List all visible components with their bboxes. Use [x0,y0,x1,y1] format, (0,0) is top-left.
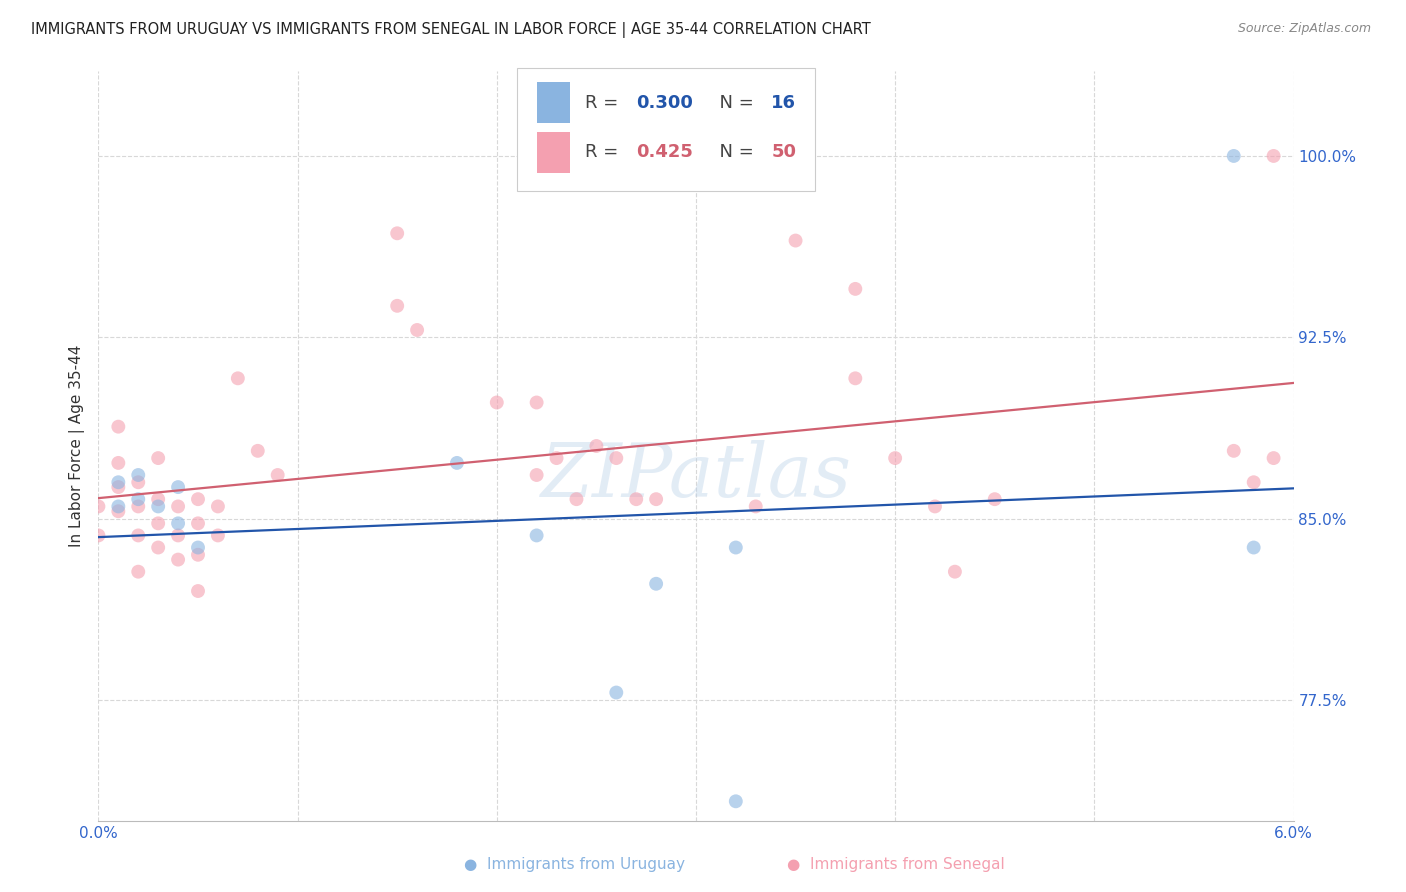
Point [984,492,1007,507]
FancyBboxPatch shape [537,132,571,173]
Point [107,456,129,470]
Text: R =: R = [585,144,624,161]
Text: IMMIGRANTS FROM URUGUAY VS IMMIGRANTS FROM SENEGAL IN LABOR FORCE | AGE 35-44 CO: IMMIGRANTS FROM URUGUAY VS IMMIGRANTS FR… [31,22,870,38]
FancyBboxPatch shape [537,82,571,123]
Point [1223,443,1246,458]
Point [385,299,409,313]
Point [167,500,190,514]
Point [167,552,190,566]
Point [187,492,209,507]
Point [148,516,170,531]
Text: N =: N = [709,144,759,161]
Point [107,480,129,494]
Text: R =: R = [585,94,624,112]
Point [626,492,648,507]
Point [127,500,149,514]
Point [1243,475,1265,490]
Point [127,475,149,490]
Point [107,500,129,514]
Point [724,794,747,808]
Point [127,492,149,507]
Text: 0.425: 0.425 [637,144,693,161]
Point [127,468,149,483]
Point [246,443,269,458]
Point [187,516,209,531]
Point [406,323,429,337]
Point [724,541,747,555]
Text: ●  Immigrants from Senegal: ● Immigrants from Senegal [787,857,1005,872]
Point [884,451,907,466]
Point [127,528,149,542]
Point [844,282,866,296]
Point [207,500,229,514]
Point [585,439,607,453]
Point [187,584,209,599]
Text: Source: ZipAtlas.com: Source: ZipAtlas.com [1237,22,1371,36]
Text: 16: 16 [772,94,796,112]
Point [107,504,129,518]
Point [1263,149,1285,163]
Text: N =: N = [709,94,759,112]
Y-axis label: In Labor Force | Age 35-44: In Labor Force | Age 35-44 [69,345,84,547]
Point [645,576,668,591]
Point [127,565,149,579]
Point [546,451,568,466]
Point [1243,541,1265,555]
Point [385,227,409,241]
Point [785,234,807,248]
Point [187,541,209,555]
Point [167,480,190,494]
Point [148,451,170,466]
Text: ●  Immigrants from Uruguay: ● Immigrants from Uruguay [464,857,685,872]
Point [226,371,249,385]
Point [745,500,768,514]
Point [107,419,129,434]
Point [1223,149,1246,163]
Text: 0.300: 0.300 [637,94,693,112]
Point [87,528,110,542]
Point [565,492,588,507]
Point [187,548,209,562]
Text: 50: 50 [772,144,796,161]
Point [1263,451,1285,466]
Point [526,468,548,483]
Point [446,456,468,470]
Point [87,500,110,514]
Text: ZIPatlas: ZIPatlas [540,440,852,512]
Point [943,565,966,579]
Point [207,528,229,542]
Point [148,541,170,555]
Point [645,492,668,507]
Point [485,395,508,409]
Point [526,528,548,542]
Point [148,500,170,514]
Point [267,468,290,483]
Point [844,371,866,385]
Point [924,500,946,514]
Point [605,451,627,466]
Point [605,685,627,699]
Point [148,492,170,507]
Point [167,528,190,542]
Point [107,475,129,490]
Point [526,395,548,409]
FancyBboxPatch shape [517,68,815,191]
Point [167,516,190,531]
